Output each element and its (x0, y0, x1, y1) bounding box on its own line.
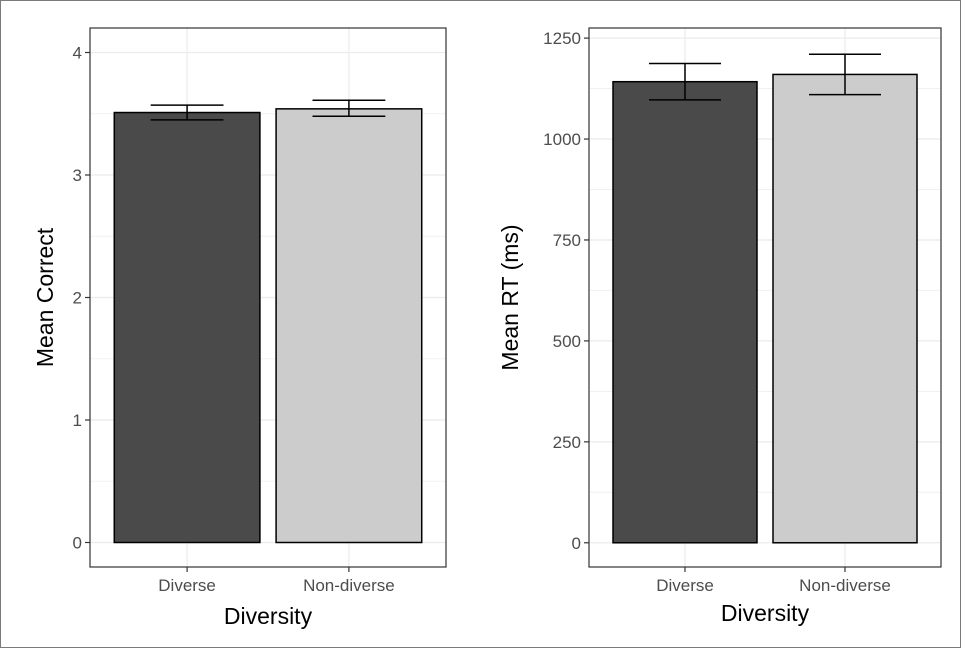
bar-non-diverse (275, 108, 423, 544)
y-tick-label: 0 (73, 534, 82, 553)
bar-non-diverse (772, 73, 918, 544)
y-tick-label: 500 (553, 332, 581, 351)
y-tick-label: 1000 (543, 130, 581, 149)
panel-1: 0 1 2 3 4 Diverse Non-diverse Diversity Mean Cor… (32, 27, 447, 629)
x-tick-label: Non-diverse (799, 576, 891, 595)
x-axis-title: Diversity (224, 603, 313, 629)
error-bar (312, 99, 386, 117)
error-bar (649, 62, 721, 101)
y-tick-label: 250 (553, 433, 581, 452)
y-tick-label: 4 (73, 44, 82, 63)
panel-2: 0 250 500 750 1000 1250 Diverse Non-diverse Dive… (497, 27, 942, 626)
y-tick-label: 1250 (543, 29, 581, 48)
x-tick-label: Diverse (158, 576, 216, 595)
y-tick-label: 1 (73, 411, 82, 430)
y-axis-title: Mean Correct (32, 227, 58, 367)
y-tick-label: 750 (553, 231, 581, 250)
error-bar (150, 104, 224, 121)
panel-border (588, 27, 942, 568)
y-tick-label: 2 (73, 289, 82, 308)
y-tick-label: 0 (572, 534, 581, 553)
bar-diverse (113, 111, 261, 544)
x-tick-label: Diverse (656, 576, 714, 595)
x-tick-label: Non-diverse (303, 576, 395, 595)
x-axis-title: Diversity (721, 600, 810, 626)
bar-diverse (612, 80, 758, 544)
y-axis-title: Mean RT (ms) (497, 224, 523, 370)
y-tick-label: 3 (73, 166, 82, 185)
error-bar (809, 53, 881, 96)
